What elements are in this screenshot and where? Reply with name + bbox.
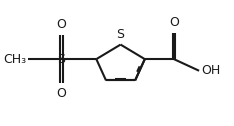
Text: S: S: [117, 28, 124, 41]
Text: O: O: [56, 87, 66, 100]
Text: O: O: [169, 16, 179, 29]
Text: S: S: [57, 53, 66, 66]
Text: O: O: [56, 18, 66, 31]
Text: OH: OH: [201, 64, 220, 77]
Text: CH₃: CH₃: [4, 53, 26, 66]
